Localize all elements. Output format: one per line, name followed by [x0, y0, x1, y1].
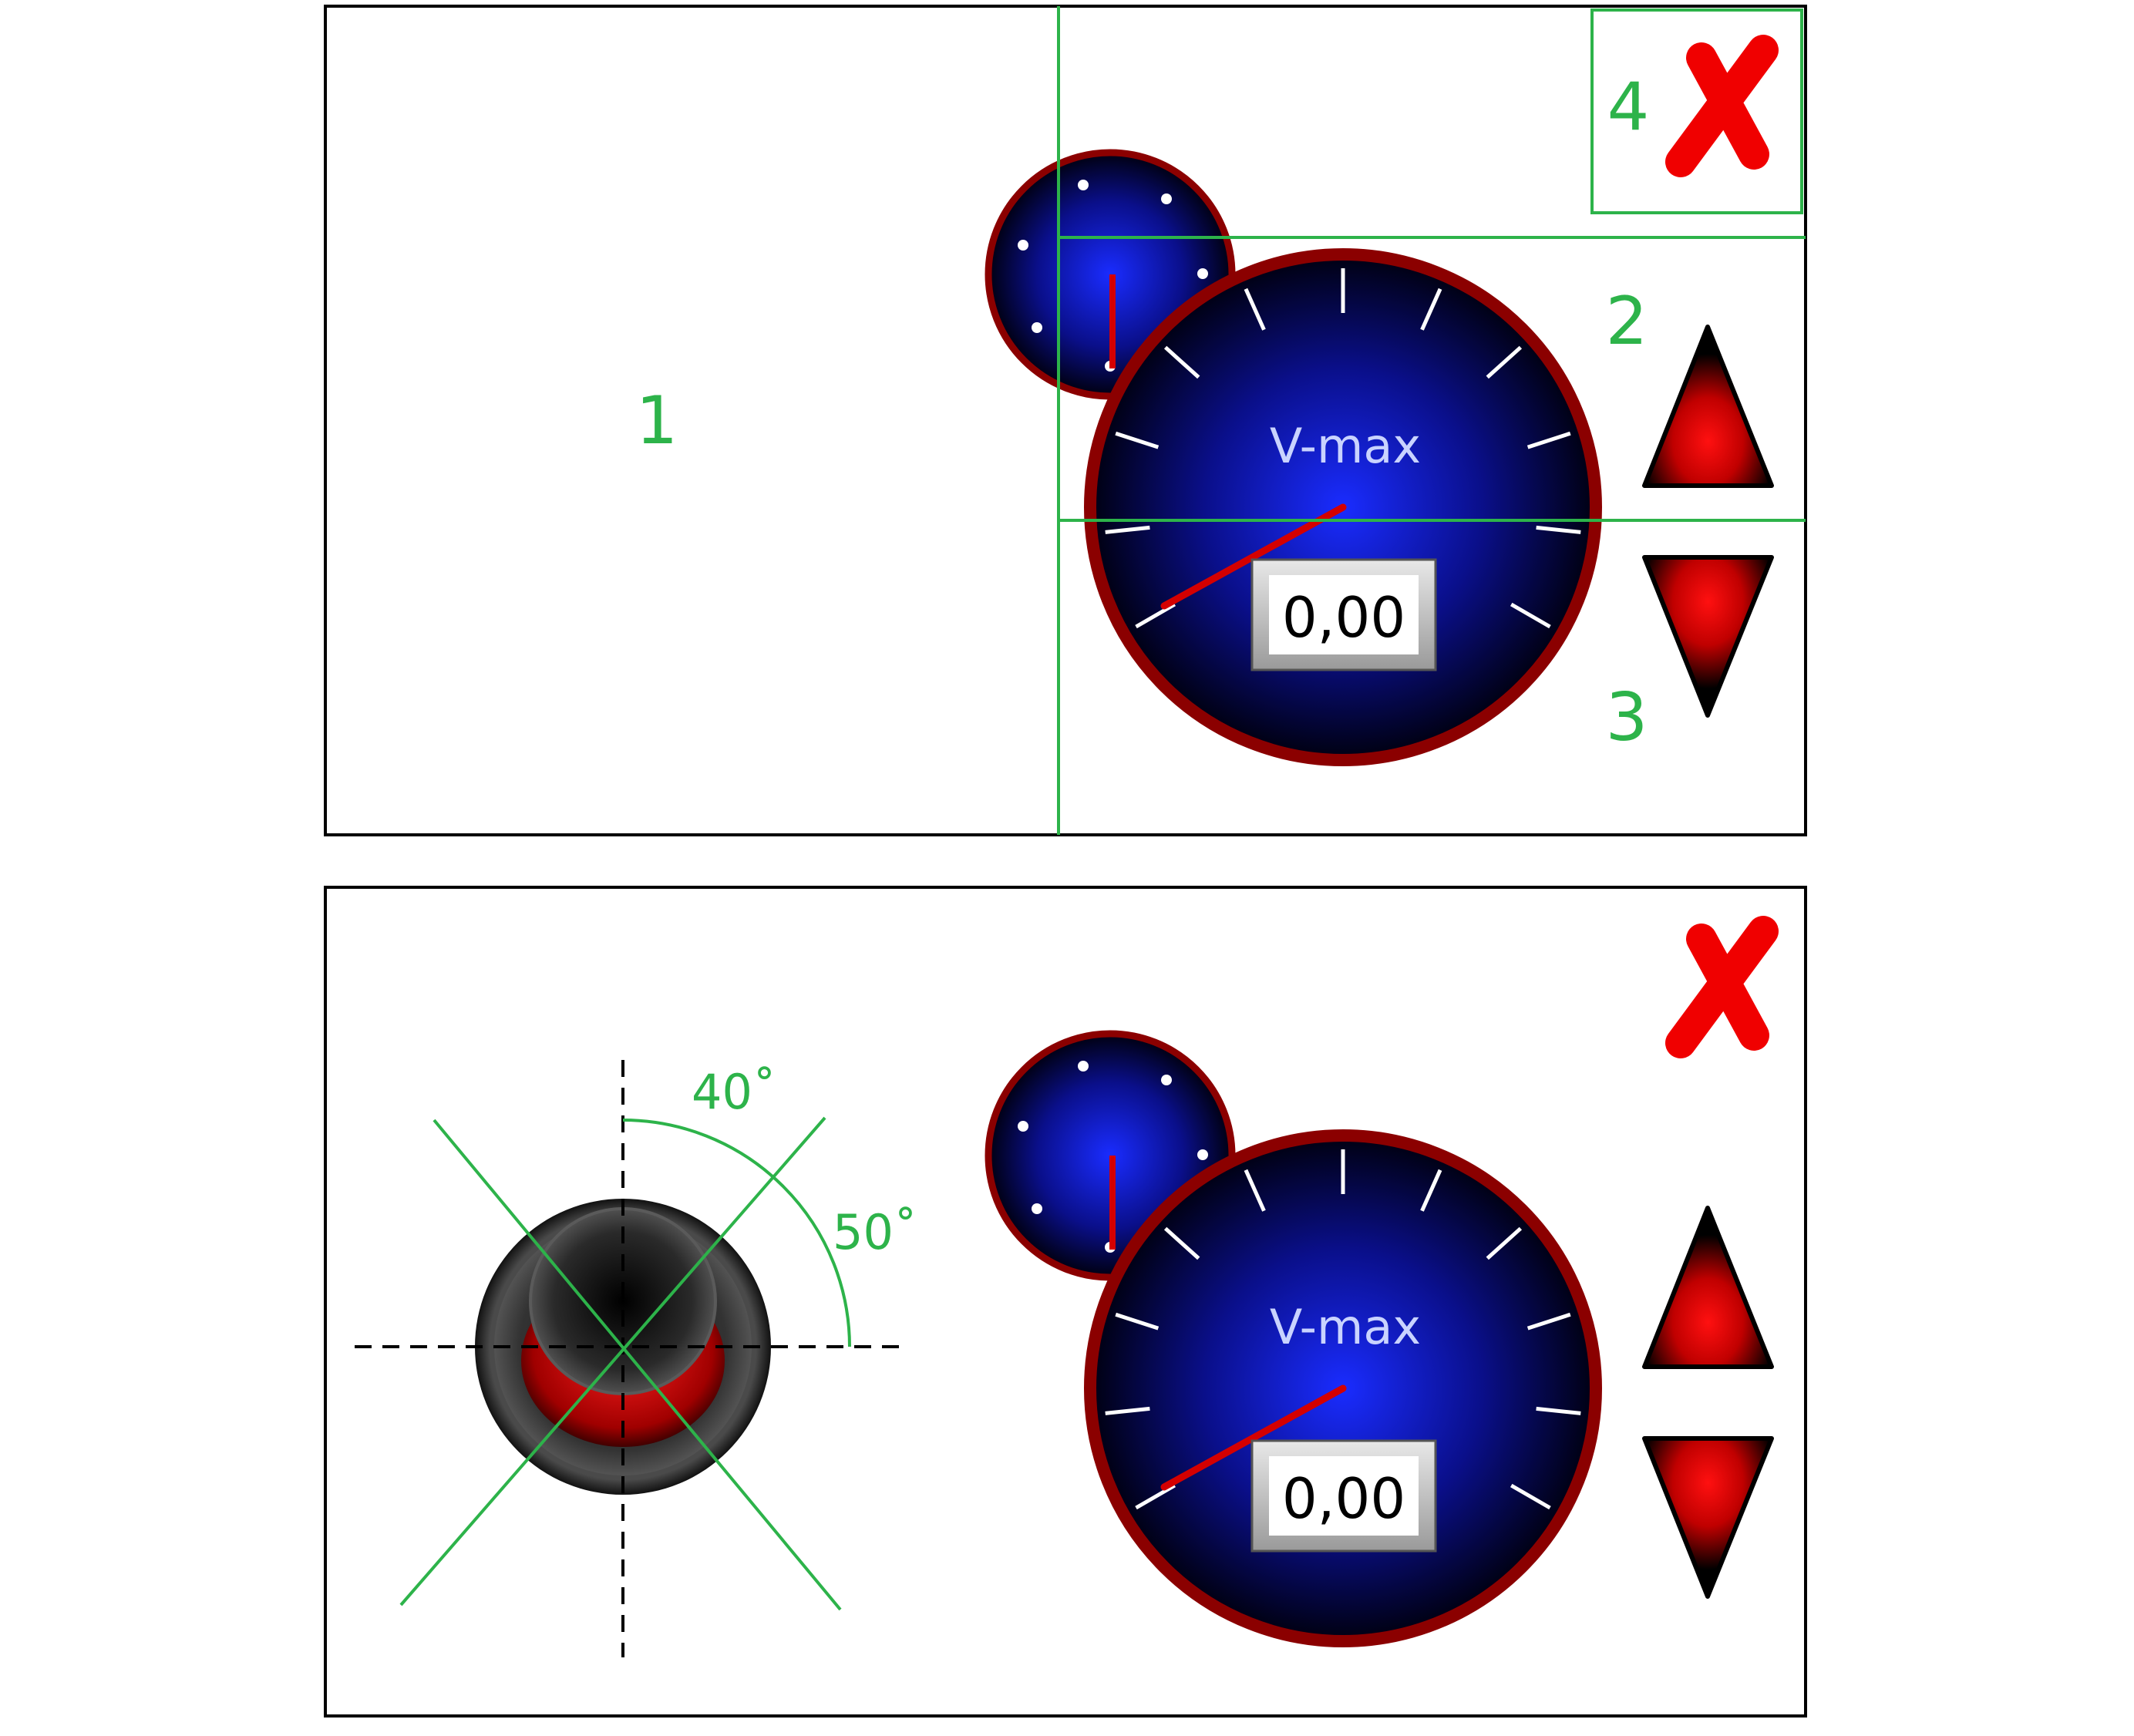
gauge-tick — [1526, 431, 1571, 449]
mini-gauge-dot — [1161, 193, 1172, 204]
gauge-title: V-max — [1270, 1299, 1421, 1355]
readout-value: 0,00 — [1282, 585, 1405, 650]
gauge-ticks — [1105, 268, 1581, 629]
mini-gauge-dot — [1032, 1203, 1042, 1214]
mini-gauge-dot — [1197, 268, 1208, 279]
mini-gauge-dot — [1018, 1121, 1028, 1132]
mini-gauge-dot — [1197, 1149, 1208, 1160]
gauge-tick — [1536, 1406, 1581, 1415]
zone-grid — [1057, 6, 1806, 835]
triangle-up-icon[interactable] — [1642, 325, 1774, 488]
mini-gauge-dot — [1032, 322, 1042, 333]
gauge-tick — [1526, 1312, 1571, 1331]
gauge-tick — [1135, 1483, 1176, 1510]
gauge-tick — [1244, 288, 1266, 331]
close-x-icon[interactable] — [1665, 916, 1779, 1058]
zone-label-2: 2 — [1606, 283, 1648, 360]
close-x-icon[interactable] — [1665, 35, 1779, 177]
gauge-title: V-max — [1270, 418, 1421, 474]
zone-label-3: 3 — [1606, 679, 1648, 756]
gauge-ticks — [1105, 1149, 1581, 1510]
angle-label-a: 40˚ — [692, 1064, 776, 1120]
increase-button-top[interactable] — [1642, 325, 1774, 488]
zone-label-4: 4 — [1607, 69, 1650, 146]
gauge-tick — [1486, 1226, 1523, 1260]
gauge-tick — [1135, 602, 1176, 629]
gauge-tick — [1510, 602, 1551, 629]
mini-gauge-dot — [1018, 240, 1028, 251]
diagonal-guide-a — [433, 1119, 842, 1611]
increase-button-bottom[interactable] — [1642, 1206, 1774, 1369]
gauge-tick — [1420, 288, 1442, 331]
gauge-tick — [1105, 525, 1150, 534]
mini-gauge-dot — [1078, 180, 1089, 190]
triangle-up-icon[interactable] — [1642, 1206, 1774, 1369]
gauge-tick — [1105, 1406, 1150, 1415]
gauge-tick — [1115, 431, 1160, 449]
panel-top: 1 V-max 0,00 — [324, 5, 1807, 836]
speed-gauge-bottom: V-max 0,00 — [1084, 1129, 1602, 1647]
gauge-tick — [1244, 1169, 1266, 1212]
mini-gauge-dot — [1078, 1061, 1089, 1072]
gauge-needle — [1160, 503, 1347, 610]
angle-label-b: 50˚ — [833, 1204, 917, 1260]
mini-gauge-dot — [1161, 1075, 1172, 1085]
triangle-down-icon[interactable] — [1642, 1436, 1774, 1599]
readout-inner — [1269, 575, 1419, 654]
zone-box-4 — [1590, 8, 1803, 214]
gauge-tick — [1486, 345, 1523, 379]
readout-value: 0,00 — [1282, 1466, 1405, 1531]
triangle-down-icon[interactable] — [1642, 555, 1774, 718]
gauge-tick — [1420, 1169, 1442, 1212]
zone-label-1: 1 — [636, 382, 678, 459]
angle-arc — [622, 1119, 851, 1347]
gauge-tick — [1163, 1226, 1200, 1260]
speed-gauge-top: V-max 0,00 — [1084, 248, 1602, 766]
gauge-tick — [1115, 1312, 1160, 1331]
diagonal-guide-b — [399, 1116, 826, 1606]
readout-inner — [1269, 1456, 1419, 1536]
gauge-tick — [1536, 525, 1581, 534]
decrease-button-top[interactable] — [1642, 555, 1774, 718]
joystick-axes — [355, 1060, 910, 1657]
angle-guides — [399, 1116, 851, 1611]
panel-bottom: 40˚ 50˚ V-max 0,00 — [324, 886, 1807, 1717]
gauge-needle — [1160, 1384, 1347, 1491]
close-button-bottom[interactable] — [1665, 916, 1779, 1058]
close-button-top[interactable] — [1665, 35, 1779, 177]
gauge-tick — [1510, 1483, 1551, 1510]
decrease-button-bottom[interactable] — [1642, 1436, 1774, 1599]
gauge-tick — [1163, 345, 1200, 379]
